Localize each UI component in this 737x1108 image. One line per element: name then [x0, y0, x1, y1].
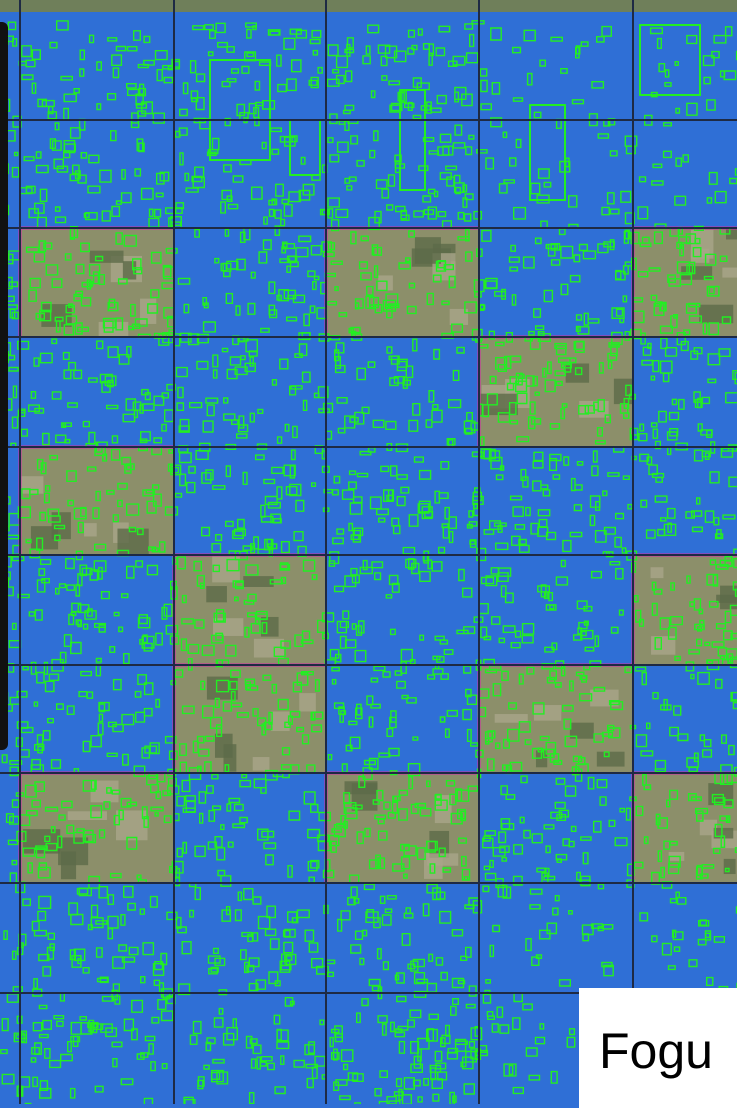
imagery-patch	[67, 811, 107, 821]
imagery-tile	[174, 665, 326, 773]
imagery-patch	[480, 393, 518, 416]
imagery-patch	[699, 304, 734, 324]
imagery-patch	[271, 711, 290, 732]
imagery-patch	[596, 751, 625, 767]
imagery-patch	[30, 526, 59, 550]
imagery-patch	[427, 853, 459, 866]
imagery-patch	[429, 830, 450, 858]
caption-box: Fogu	[579, 988, 737, 1108]
large-building-outline	[639, 24, 701, 96]
imagery-patch	[84, 523, 97, 537]
imagery-patch	[533, 705, 562, 721]
imagery-patch	[90, 780, 119, 803]
imagery-patch	[650, 567, 664, 579]
imagery-patch	[723, 858, 736, 875]
imagery-patch	[252, 757, 270, 771]
imagery-patch	[613, 378, 633, 405]
imagery-patch	[414, 237, 441, 264]
imagery-patch	[243, 576, 274, 587]
imagery-patch	[713, 827, 734, 839]
imagery-patch	[260, 616, 279, 637]
imagery-patch	[449, 308, 469, 325]
large-building-outline	[209, 59, 271, 161]
large-building-outline	[529, 104, 566, 201]
caption-text: Fogu	[599, 1023, 713, 1079]
imagery-top-strip	[0, 0, 737, 12]
imagery-patch	[253, 638, 285, 658]
imagery-patch	[21, 476, 44, 494]
imagery-patch	[565, 363, 590, 383]
imagery-patch	[651, 636, 676, 655]
imagery-patch	[299, 693, 316, 712]
imagery-patch	[378, 275, 393, 291]
imagery-patch	[89, 250, 124, 263]
imagery-patch	[569, 722, 594, 739]
side-panel-edge[interactable]	[0, 22, 8, 750]
imagery-patch	[720, 585, 737, 610]
large-building-outline	[399, 89, 426, 191]
imagery-patch	[206, 586, 227, 603]
imagery-patch	[725, 228, 737, 240]
imagery-patch	[722, 267, 737, 278]
imagery-patch	[214, 733, 233, 758]
imagery-patch	[494, 714, 528, 723]
